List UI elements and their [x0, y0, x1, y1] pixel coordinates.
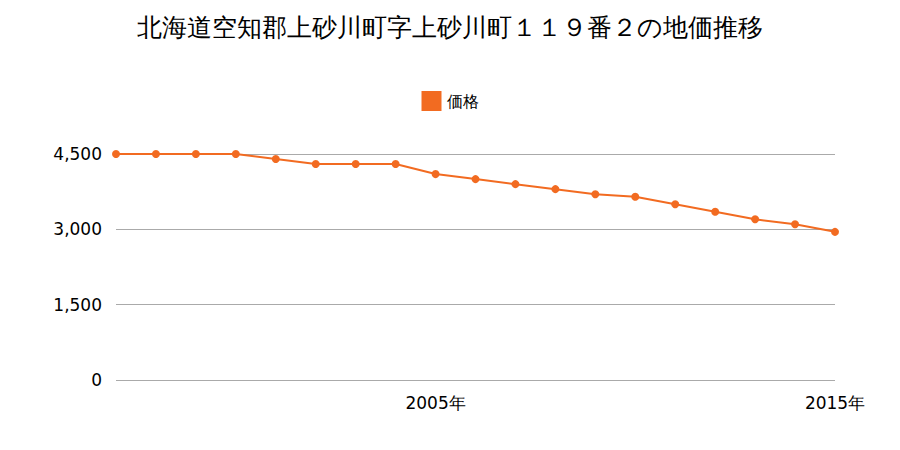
svg-text:2015年: 2015年	[805, 393, 865, 413]
svg-text:4,500: 4,500	[53, 144, 102, 164]
svg-text:価格: 価格	[447, 92, 479, 111]
svg-text:3,000: 3,000	[53, 219, 102, 239]
svg-text:1,500: 1,500	[53, 295, 102, 315]
svg-text:2005年: 2005年	[405, 393, 465, 413]
svg-text:北海道空知郡上砂川町字上砂川町１１９番２の地価推移: 北海道空知郡上砂川町字上砂川町１１９番２の地価推移	[137, 13, 763, 42]
svg-text:0: 0	[91, 370, 102, 390]
